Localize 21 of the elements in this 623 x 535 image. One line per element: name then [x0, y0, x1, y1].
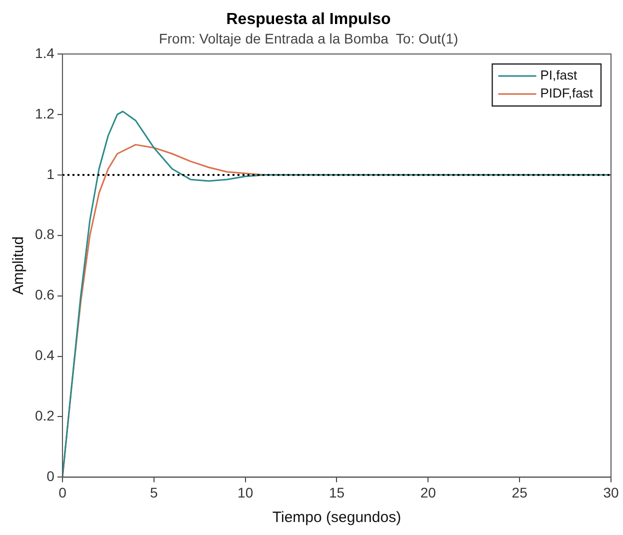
y-tick-label: 1 — [46, 166, 55, 182]
y-tick-label: 0.6 — [34, 286, 55, 303]
legend-label: PI,fast — [540, 68, 578, 83]
x-tick-label: 10 — [238, 484, 254, 500]
x-tick-label: 25 — [512, 484, 528, 500]
legend-label: PIDF,fast — [540, 86, 594, 101]
y-axis-title: Amplitud — [10, 236, 28, 295]
x-tick-label: 0 — [58, 484, 67, 500]
chart-title: Respuesta al Impulso — [226, 11, 391, 28]
y-tick-label: 0.8 — [34, 226, 55, 242]
y-tick-label: 0.4 — [34, 347, 55, 364]
x-tick-label: 5 — [150, 484, 158, 500]
x-tick-label: 20 — [420, 484, 436, 500]
y-tick-label: 0.2 — [34, 408, 55, 424]
x-axis-title: Tiempo (segundos) — [272, 509, 402, 526]
x-tick-label: 30 — [603, 484, 619, 500]
x-tick-label: 15 — [328, 484, 345, 500]
chart-subtitle: From: Voltaje de Entrada a la Bomba To: Out(1) — [158, 30, 458, 46]
y-tick-label: 0 — [46, 468, 55, 484]
y-tick-label: 1.2 — [34, 105, 55, 122]
y-tick-label: 1.4 — [34, 44, 55, 61]
